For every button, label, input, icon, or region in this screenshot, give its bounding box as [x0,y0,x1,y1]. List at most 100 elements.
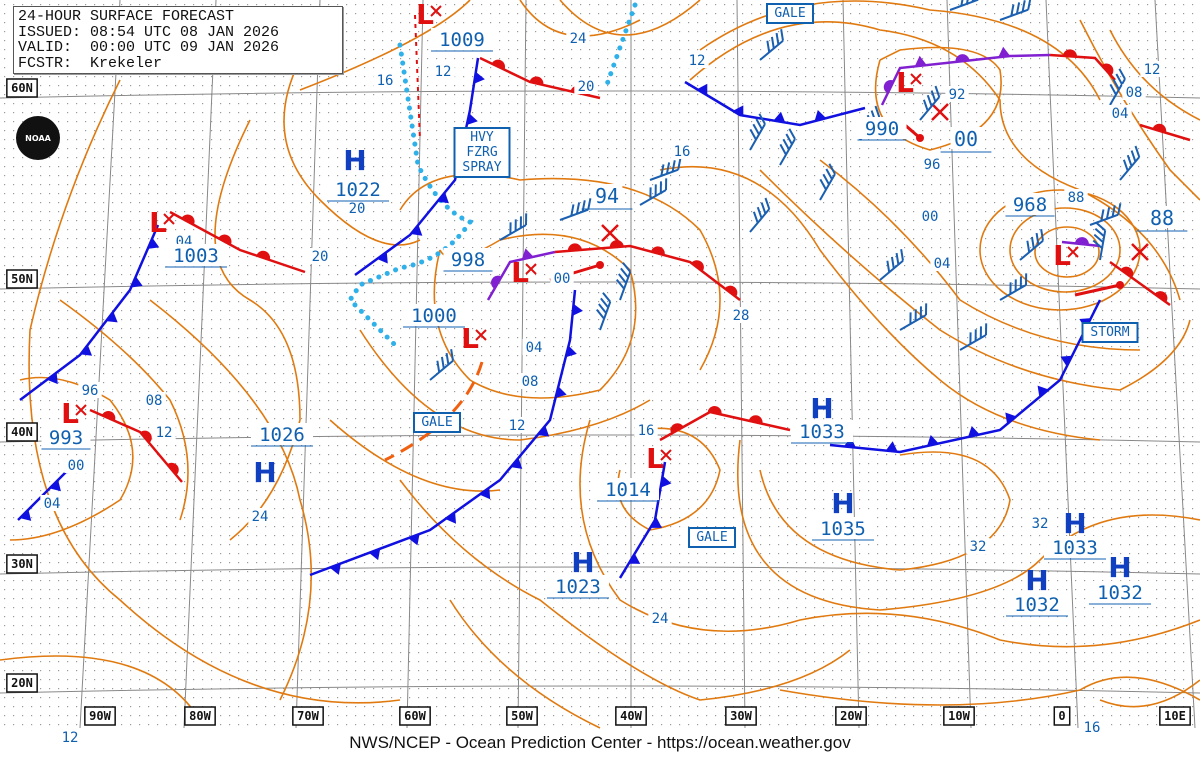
isobar-label: 16 [1080,719,1104,736]
wind-barb-icon [999,273,1028,301]
cold-front [354,57,480,277]
longitude-label-text: 50W [511,709,533,723]
wind-barb-icon [919,85,941,121]
longitude-label-box [1159,706,1191,726]
forecast-title: 24-HOUR SURFACE FORECAST [18,8,235,25]
isobar [149,299,312,701]
cold-front-triangle [466,113,478,126]
arrow-head [916,134,924,142]
isobar-value: 94 [595,184,619,208]
front-symbol [49,479,61,492]
low-center-x-icon [1067,246,1079,258]
warm-front-semicircle [691,260,704,272]
front-symbol [218,234,232,245]
isobar-value: 88 [1068,190,1085,206]
arrow-head [596,261,604,269]
isobar-value: 00 [954,127,978,151]
front-symbol [955,54,970,62]
front-symbol [101,411,116,421]
footer-credit: NWS/NCEP - Ocean Prediction Center - htt… [349,733,851,752]
isobar-label: 88 [1064,189,1088,206]
warning-label: GALE [688,527,736,548]
front-symbol [691,260,704,272]
central-pressure: 998 [451,249,485,271]
front-symbol [1005,412,1017,425]
barb-lines [1019,229,1044,261]
front-symbol [1120,266,1134,278]
isobar-value: 08 [522,374,539,390]
warning-text: SPRAY [462,160,501,175]
low-symbol: L [461,322,479,355]
warm-front-semicircle [670,423,684,434]
warning-box [766,3,814,24]
warning-box [1081,322,1139,343]
cold-front-triangle [1037,385,1049,398]
isobar-label-bg [591,184,623,206]
front-symbol [466,113,478,126]
central-pressure: 1032 [1014,594,1060,616]
front-symbol [1101,63,1114,76]
front-symbol [537,425,550,437]
isobar-value: 88 [1150,206,1174,230]
longitude-label: 10E [1159,706,1191,726]
barb-lines [429,349,454,381]
low-center-x-icon [475,329,487,341]
wind-barb-icon [949,0,982,11]
warm-front-semicircle [748,415,763,424]
warm-front-semicircle [181,214,195,225]
front-symbol [408,533,420,546]
isobar [559,0,701,36]
low-pressure-system: L 1003 [149,206,227,268]
pressure-label-bg [327,178,389,200]
low-center-x-icon [525,263,537,275]
wind-barb-icon [899,303,928,331]
high-pressure-system: H 1026 [251,423,313,489]
warm-front-semicircle [707,406,722,415]
isobar [0,655,201,721]
longitude-line [736,0,746,729]
longitude-line [295,0,321,729]
dot-grid-background [0,0,1200,728]
low-symbol: L [149,206,167,239]
isobar [399,479,851,701]
pressure-label-bg [431,28,493,50]
barb-lines [749,197,771,233]
forecast-info-box: 24-HOUR SURFACE FORECAST ISSUED: 08:54 U… [13,6,343,74]
isobar-label: 00 [64,457,88,474]
warm-front-semicircle [1062,49,1077,57]
isobar-value: 24 [252,509,269,525]
high-symbol: H [253,456,276,489]
isobar [449,599,601,729]
wind-barb-icon [559,198,592,221]
isobar-value: 16 [674,144,691,160]
warm-front-semicircle [529,76,544,86]
latitude-label-box [6,673,38,693]
barb-lines [999,0,1032,21]
longitude-label-box [292,706,324,726]
cold-front-triangle [106,311,118,323]
longitude-line [1045,0,1079,729]
front-symbol [491,59,505,70]
isobar-value: 16 [638,423,655,439]
latitude-line [0,434,1200,443]
barb-lines [999,273,1028,301]
barb-lines [819,163,836,201]
isobar [759,169,1191,391]
central-pressure: 1032 [1097,582,1143,604]
front-symbol [445,512,457,524]
isobar-label: 32 [966,538,990,555]
issued-time: ISSUED: 08:54 UTC 08 JAN 2026 [18,23,280,41]
cold-front-triangle [537,425,550,437]
wind-barb-icon [999,0,1032,21]
isobar-label: 00 [940,127,992,153]
cold-front-triangle [1005,412,1017,425]
isobar-label: 12 [152,424,176,441]
isobar-label-bg [729,307,753,323]
front-symbol [1060,355,1073,367]
cold-front [684,80,866,127]
front-symbol [628,553,641,564]
